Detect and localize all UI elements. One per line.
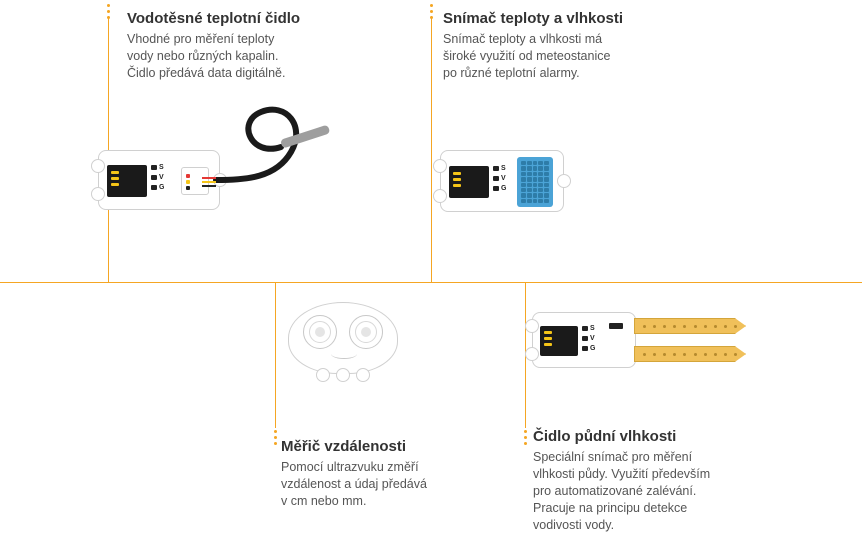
connector-line-2: [431, 16, 432, 282]
cable-icon: [196, 82, 366, 212]
waterproof-block: Vodotěsné teplotní čidlo Vhodné pro měře…: [127, 10, 387, 82]
chip-icon: [609, 323, 623, 329]
soil-prong-icon: [634, 318, 746, 334]
pin-labels: S V G: [151, 164, 164, 191]
dht-desc: Snímač teploty a vlhkosti má široké využ…: [443, 31, 703, 82]
dht-module: S V G: [440, 150, 564, 212]
dht-component-icon: [517, 157, 553, 207]
dht-title: Snímač teploty a vlhkosti: [443, 10, 703, 27]
waterproof-desc: Vhodné pro měření teploty vody nebo různ…: [127, 31, 387, 82]
connector: [449, 166, 489, 198]
dot-marker: [430, 4, 433, 19]
dht-block: Snímač teploty a vlhkosti Snímač teploty…: [443, 10, 703, 82]
ultra-title: Měřič vzdálenosti: [281, 438, 501, 455]
dot-marker: [524, 430, 527, 445]
connector-line-1: [108, 16, 109, 282]
connector: [107, 165, 147, 197]
smile-icon: [331, 349, 357, 359]
dot-marker: [107, 4, 110, 19]
waterproof-title: Vodotěsné teplotní čidlo: [127, 10, 387, 27]
ultrasonic-eye-icon: [303, 315, 337, 349]
waterproof-module: S V G: [98, 150, 220, 210]
soil-module: S V G: [532, 312, 636, 368]
soil-prong-icon: [634, 346, 746, 362]
ultrasonic-body-icon: [288, 302, 398, 374]
soil-title: Čidlo půdní vlhkosti: [533, 428, 793, 445]
ultrasonic-feet: [316, 368, 370, 382]
pin-labels: S V G: [582, 325, 595, 352]
ultrasonic-eye-icon: [349, 315, 383, 349]
divider-horizontal: [0, 282, 862, 283]
connector: [540, 326, 578, 356]
soil-desc: Speciální snímač pro měření vlhkosti půd…: [533, 449, 793, 533]
ultrasonic-module: [288, 302, 398, 374]
sensor-board: S V G: [532, 312, 636, 368]
soil-block: Čidlo půdní vlhkosti Speciální snímač pr…: [533, 428, 793, 533]
connector-line-3: [275, 282, 276, 428]
ultra-block: Měřič vzdálenosti Pomocí ultrazvuku změř…: [281, 438, 501, 510]
ultra-desc: Pomocí ultrazvuku změří vzdálenost a úda…: [281, 459, 501, 510]
dot-marker: [274, 430, 277, 445]
pin-labels: S V G: [493, 165, 506, 192]
sensor-board: S V G: [440, 150, 564, 212]
